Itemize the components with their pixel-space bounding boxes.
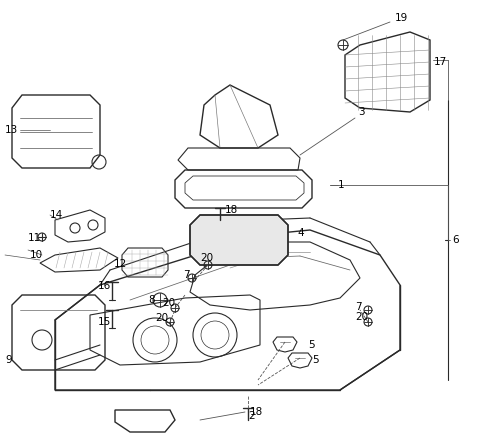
Text: 18: 18 [250, 407, 263, 417]
Text: 7: 7 [355, 302, 361, 312]
Text: 20: 20 [355, 312, 368, 322]
Text: 9: 9 [5, 355, 12, 365]
Text: 10: 10 [30, 250, 43, 260]
Polygon shape [190, 215, 288, 265]
Text: 20: 20 [162, 298, 175, 308]
Text: 1: 1 [338, 180, 345, 190]
Text: 17: 17 [434, 57, 447, 67]
Text: 14: 14 [50, 210, 63, 220]
Text: 4: 4 [297, 228, 304, 238]
Text: 18: 18 [225, 205, 238, 215]
Text: 5: 5 [312, 355, 319, 365]
Text: 8: 8 [148, 295, 155, 305]
Text: 12: 12 [114, 259, 127, 269]
Text: 6: 6 [452, 235, 458, 245]
Text: 11: 11 [28, 233, 41, 243]
Text: 15: 15 [98, 317, 111, 327]
Text: 13: 13 [5, 125, 18, 135]
Text: 16: 16 [98, 281, 111, 291]
Text: 20: 20 [200, 253, 213, 263]
Text: 5: 5 [308, 340, 314, 350]
Text: 20: 20 [155, 313, 168, 323]
Text: 2: 2 [248, 411, 254, 421]
Text: 7: 7 [183, 270, 190, 280]
Text: 3: 3 [358, 107, 365, 117]
Text: 19: 19 [395, 13, 408, 23]
